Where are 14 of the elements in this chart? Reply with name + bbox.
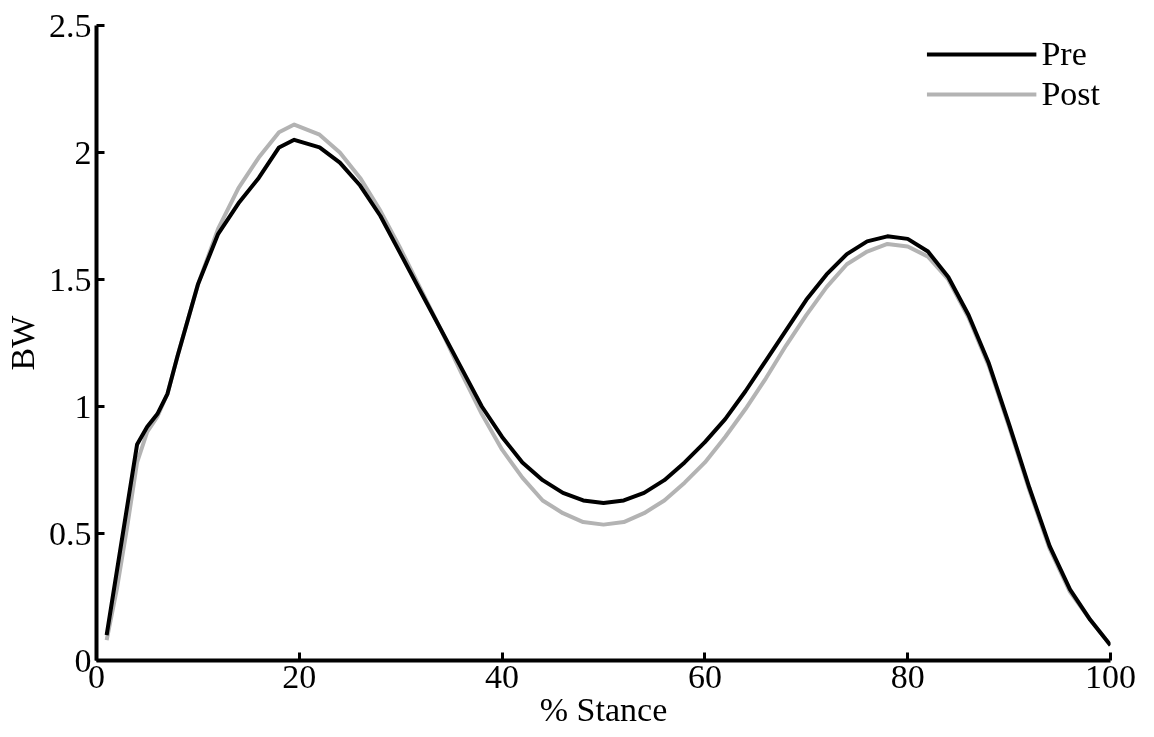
legend-label: Post [1041, 75, 1100, 113]
y-tick-label: 1 [74, 387, 92, 425]
y-tick-label: 2.5 [49, 6, 92, 44]
x-tick-label: 20 [282, 657, 317, 695]
x-tick-label: 100 [1085, 657, 1136, 695]
y-tick-label: 2 [74, 133, 92, 171]
y-tick-label: 0.5 [49, 514, 92, 552]
x-tick-label: 40 [485, 657, 520, 695]
x-tick-label: 60 [687, 657, 722, 695]
x-axis-title: % Stance [539, 690, 668, 728]
x-tick-label: 80 [890, 657, 925, 695]
y-axis-title: BW [4, 314, 41, 371]
y-tick-label: 1.5 [49, 260, 92, 298]
legend-label: Pre [1041, 35, 1087, 73]
